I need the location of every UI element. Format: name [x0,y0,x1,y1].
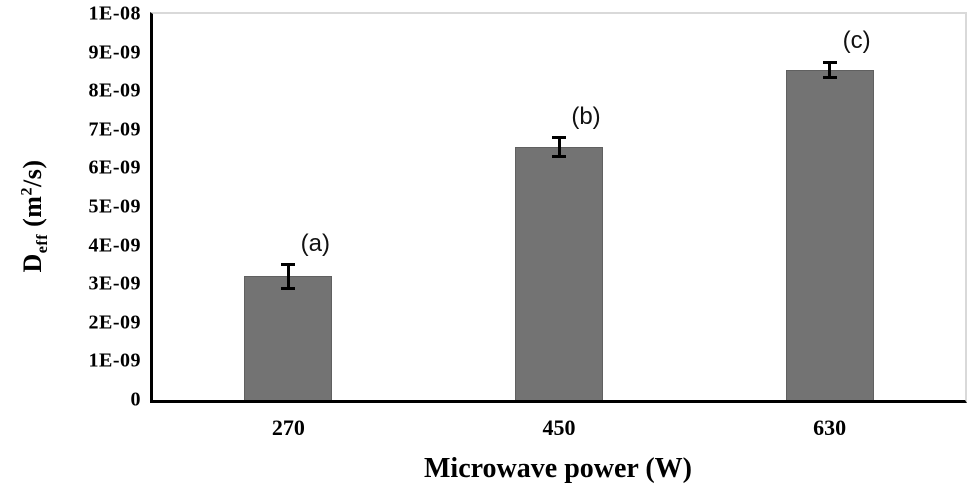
error-bar [557,137,561,157]
error-bar [828,62,832,78]
bar [515,147,603,400]
error-bar-cap [552,155,566,159]
y-tick-label: 1E-08 [88,2,141,25]
y-tick-label: 5E-09 [88,195,141,218]
y-tick-label: 9E-09 [88,41,141,64]
bar [244,276,333,400]
y-axis-unit-close: /s) [17,159,47,187]
bar-annotation: (b) [571,102,601,130]
x-tick-label: 450 [542,415,576,440]
y-tick-label: 7E-09 [88,118,141,141]
error-bar-cap [281,286,296,290]
error-bar-cap [822,76,837,80]
bar [785,69,874,400]
error-bar [286,264,290,289]
y-tick-label: 0 [130,388,141,411]
bar-annotation: (a) [300,229,330,257]
y-tick-label: 1E-09 [88,349,141,372]
error-bar-cap [281,263,296,267]
y-tick-label: 8E-09 [88,79,141,102]
y-tick-label: 2E-09 [88,311,141,334]
y-axis-symbol: D [17,253,47,273]
x-tick-label: 630 [813,415,847,440]
y-tick-label: 3E-09 [88,272,141,295]
y-axis-title: Deff (m2/s) [18,159,52,272]
bar-annotation: (c) [842,27,871,55]
y-tick-label: 6E-09 [88,156,141,179]
x-tick-label: 270 [271,415,305,440]
error-bar-cap [822,60,837,64]
y-axis-unit-open: (m [17,195,47,234]
error-bar-cap [552,136,566,140]
y-axis-unit-exponent: 2 [18,186,36,196]
x-axis-title: Microwave power (W) [424,453,692,484]
y-tick-label: 4E-09 [88,234,141,257]
y-axis-symbol-subscript: eff [34,233,52,254]
plot-area [150,12,967,403]
